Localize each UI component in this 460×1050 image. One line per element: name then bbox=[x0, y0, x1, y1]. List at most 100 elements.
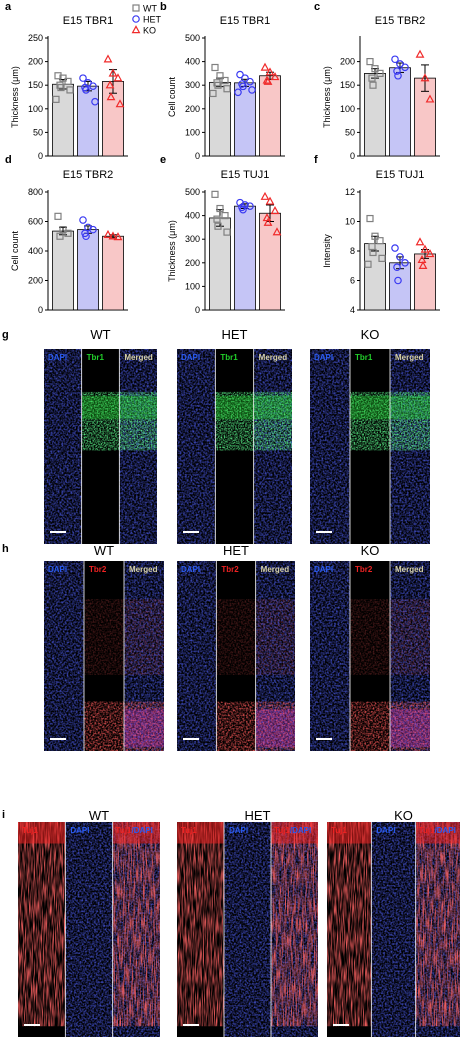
tuj1-top-band bbox=[271, 822, 318, 844]
data-point-het bbox=[246, 77, 254, 86]
dapi-signal bbox=[310, 561, 350, 751]
data-point-ko bbox=[103, 54, 113, 63]
data-point-wt bbox=[52, 95, 60, 103]
channel-label: Tbr1 bbox=[87, 353, 105, 362]
bar-het bbox=[77, 229, 99, 311]
data-point-wt bbox=[54, 212, 62, 220]
data-point-ko bbox=[113, 232, 123, 241]
micrograph-group-het: HET Tuj1 DAPI Tuj1/DAPI bbox=[177, 808, 318, 1037]
data-point-wt bbox=[364, 260, 372, 268]
data-point-het bbox=[234, 88, 242, 97]
dapi-signal bbox=[44, 561, 84, 751]
subpanel-tuj1: Tuj1 bbox=[18, 822, 66, 1027]
channel-label: DAPI bbox=[48, 353, 67, 362]
data-point-ko bbox=[263, 76, 273, 85]
y-tick-label: 300 bbox=[185, 80, 200, 90]
panel-letter: i bbox=[2, 809, 5, 821]
y-tick-label: 0 bbox=[350, 151, 355, 161]
merge-tint bbox=[255, 709, 295, 748]
bar-ko bbox=[259, 212, 281, 311]
chart-panel-c: c E15 TBR2 Thickness (μm) 0 50 100 150 200 bbox=[314, 1, 440, 161]
chart-title: E15 TBR1 bbox=[220, 15, 271, 27]
channel-label: DAPI bbox=[229, 826, 248, 835]
channel-label: Tbr2 bbox=[89, 565, 107, 574]
micrograph-group-wt: WT Tuj1 DAPI Tuj1/DAPI bbox=[18, 808, 160, 1037]
merge-tint bbox=[124, 709, 164, 748]
data-point-ko bbox=[415, 237, 425, 246]
data-point-wt bbox=[376, 237, 384, 245]
bar-wt bbox=[364, 73, 386, 157]
y-tick-label: 200 bbox=[185, 104, 200, 114]
merge-tint bbox=[390, 709, 430, 748]
micrograph-section-g: g WT DAPI Tbr1 Merged HET DAPI Tbr1 Merged KO DAPI… bbox=[2, 327, 430, 544]
tbr2-signal bbox=[124, 701, 164, 751]
y-tick-label: 0 bbox=[195, 151, 200, 161]
bar-het bbox=[234, 205, 256, 311]
bar-wt bbox=[364, 243, 386, 311]
y-tick-label: 400 bbox=[28, 246, 43, 256]
tuj1-top-band bbox=[112, 822, 160, 844]
bar-het bbox=[77, 85, 99, 157]
channel-label: Tbr2 bbox=[221, 565, 239, 574]
tbr2-signal-faint bbox=[84, 599, 124, 675]
data-point-ko bbox=[270, 72, 280, 81]
data-point-het bbox=[239, 205, 247, 214]
data-point-wt bbox=[368, 74, 376, 82]
subpanel-dapi: DAPI bbox=[177, 561, 217, 751]
data-point-wt bbox=[56, 81, 64, 89]
genotype-label: KO bbox=[361, 327, 380, 342]
data-point-wt bbox=[214, 81, 222, 89]
channel-label: DAPI bbox=[70, 826, 89, 835]
tbr2-signal-faint bbox=[124, 599, 164, 675]
data-point-het bbox=[89, 82, 97, 90]
y-tick-label: 4 bbox=[350, 305, 355, 315]
data-point-het bbox=[89, 225, 97, 234]
chart-title: E15 TBR2 bbox=[375, 15, 426, 27]
legend-label-het: HET bbox=[143, 15, 162, 25]
y-axis-label: Thickness (μm) bbox=[322, 66, 332, 128]
chart-title: E15 TUJ1 bbox=[376, 169, 425, 181]
tbr1-band bbox=[390, 395, 430, 420]
panel-letter: g bbox=[2, 329, 9, 341]
y-tick-label: 0 bbox=[38, 151, 43, 161]
subpanel-tbr2: Tbr2 bbox=[349, 561, 390, 751]
genotype-label: WT bbox=[94, 543, 114, 558]
y-tick-label: 100 bbox=[185, 281, 200, 291]
data-point-ko bbox=[115, 99, 125, 108]
subpanel-tuj1-dapi: Tuj1/DAPI bbox=[415, 822, 460, 1037]
data-point-ko bbox=[105, 80, 115, 89]
y-axis-label: Thickness (μm) bbox=[10, 66, 20, 128]
genotype-label: HET bbox=[223, 543, 249, 558]
data-point-ko bbox=[425, 249, 435, 258]
tuj1-top-band bbox=[327, 822, 372, 844]
channel-label: Merged bbox=[395, 565, 424, 574]
data-point-wt bbox=[376, 69, 384, 78]
genotype-label: KO bbox=[394, 808, 413, 823]
data-point-ko bbox=[260, 191, 270, 200]
data-point-het bbox=[246, 202, 254, 210]
panel-letter: b bbox=[160, 1, 167, 13]
data-point-wt bbox=[216, 72, 224, 80]
y-tick-label: 8 bbox=[350, 246, 355, 256]
y-tick-label: 500 bbox=[185, 33, 200, 43]
subpanel-merged: Merged bbox=[389, 349, 430, 544]
channel-label: Tuj1/DAPI bbox=[116, 826, 153, 835]
genotype-label: WT bbox=[89, 808, 109, 823]
y-tick-label: 12 bbox=[345, 187, 355, 197]
y-tick-label: 100 bbox=[28, 104, 43, 114]
legend-marker-wt bbox=[132, 4, 140, 12]
y-tick-label: 0 bbox=[195, 305, 200, 315]
micrograph-group-ko: KO Tuj1 DAPI Tuj1/DAPI bbox=[327, 808, 460, 1037]
subpanel-dapi: DAPI bbox=[44, 349, 82, 544]
genotype-label: WT bbox=[90, 327, 110, 342]
tbr2-signal bbox=[350, 701, 390, 751]
bar-wt bbox=[52, 83, 74, 157]
micrograph-group-ko: KO DAPI Tbr1 Merged bbox=[310, 327, 430, 544]
chart-title: E15 TUJ1 bbox=[221, 169, 270, 181]
subpanel-merged: Merged bbox=[253, 349, 292, 544]
data-point-het bbox=[396, 253, 404, 261]
micrograph-group-wt: WT DAPI Tbr2 Merged bbox=[44, 543, 164, 751]
subpanel-tbr1: Tbr1 bbox=[81, 349, 120, 544]
